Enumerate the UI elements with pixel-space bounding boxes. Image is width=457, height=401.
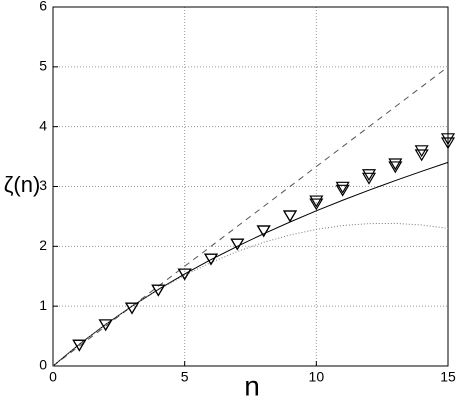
series-line — [52, 66, 449, 367]
y-tick-label: 2 — [39, 237, 47, 253]
series-line — [52, 222, 449, 367]
x-tick-label: 5 — [181, 369, 189, 385]
x-tick-label: 0 — [49, 369, 57, 385]
marker — [309, 195, 324, 208]
marker — [151, 284, 166, 297]
plot-frame — [52, 6, 449, 367]
marker — [256, 225, 271, 238]
x-tick-label: 15 — [440, 369, 456, 385]
marker — [282, 210, 298, 223]
marker — [335, 181, 350, 194]
marker — [177, 268, 192, 281]
y-tick-label: 1 — [39, 297, 47, 313]
marker — [309, 198, 324, 211]
marker — [203, 253, 219, 266]
marker — [414, 145, 429, 158]
y-axis-label: ζ(n) — [4, 172, 41, 197]
marker — [124, 302, 140, 315]
y-tick-label: 5 — [39, 58, 47, 74]
y-tick-label: 6 — [39, 0, 47, 14]
marker — [440, 137, 456, 150]
marker — [335, 184, 350, 197]
marker — [388, 161, 403, 174]
marker — [388, 158, 403, 171]
y-tick-label: 3 — [39, 177, 47, 193]
marker — [72, 339, 87, 352]
x-tick-label: 10 — [309, 369, 325, 385]
marker — [361, 169, 377, 182]
marker — [361, 172, 377, 185]
x-axis-label: n — [244, 370, 260, 401]
marker — [256, 225, 271, 238]
y-tick-label: 4 — [39, 117, 47, 133]
marker — [98, 319, 113, 332]
marker — [440, 133, 456, 146]
marker — [414, 149, 429, 162]
marker — [230, 238, 245, 251]
marker — [124, 302, 140, 315]
series-line — [52, 161, 449, 367]
y-tick-label: 0 — [39, 357, 47, 373]
